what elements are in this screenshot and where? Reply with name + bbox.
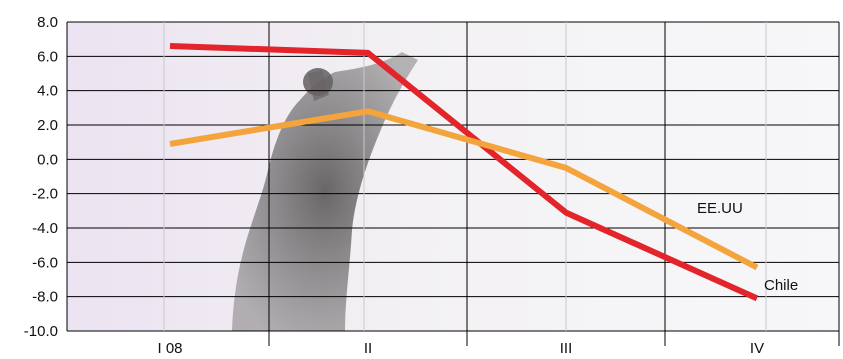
series-lines bbox=[169, 43, 759, 302]
series-line-eeuu bbox=[169, 108, 759, 271]
y-tick-label: -2.0 bbox=[32, 186, 58, 203]
y-tick-label: 4.0 bbox=[37, 83, 58, 100]
y-tick-label: 6.0 bbox=[37, 48, 58, 65]
y-tick-label: -6.0 bbox=[32, 254, 58, 271]
series-label-eeuu: EE.UU bbox=[697, 200, 743, 217]
x-axis: I 08 II III IV bbox=[157, 340, 764, 357]
series-line-chile bbox=[169, 43, 759, 302]
x-tick-label: I 08 bbox=[157, 340, 182, 357]
y-axis: 8.0 6.0 4.0 2.0 0.0 -2.0 -4.0 -6.0 -8.0 -10.0 bbox=[24, 14, 58, 340]
y-tick-label: -4.0 bbox=[32, 220, 58, 237]
x-tick-label: IV bbox=[750, 340, 764, 357]
y-tick-label: 0.0 bbox=[37, 151, 58, 168]
background-figure-illustration bbox=[232, 52, 418, 331]
x-tick-label: III bbox=[560, 340, 573, 357]
y-tick-label: 2.0 bbox=[37, 117, 58, 134]
y-tick-label: -10.0 bbox=[24, 323, 58, 340]
series-label-chile: Chile bbox=[764, 277, 798, 294]
y-tick-label: 8.0 bbox=[37, 14, 58, 31]
y-tick-label: -8.0 bbox=[32, 289, 58, 306]
x-tick-label: II bbox=[364, 340, 372, 357]
